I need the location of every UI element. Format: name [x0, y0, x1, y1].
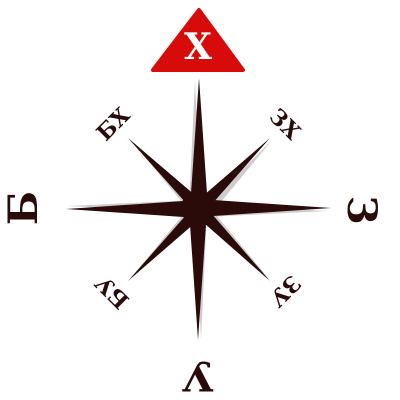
label-east: З — [338, 196, 385, 225]
north-marker-triangle — [151, 8, 245, 72]
point-southwest — [128, 206, 203, 281]
point-northwest — [128, 138, 203, 212]
label-northeast: ЗХ — [264, 104, 306, 146]
point-southeast — [196, 206, 270, 281]
label-north: Х — [184, 26, 212, 68]
point-east — [199, 199, 331, 217]
compass-cardinal-points — [66, 78, 331, 340]
label-south: У — [181, 352, 214, 399]
compass-intercardinal-points — [128, 138, 270, 281]
compass-center — [181, 191, 215, 225]
label-west: Б — [0, 191, 47, 225]
label-southwest: БУ — [90, 269, 134, 313]
label-northwest: БХ — [92, 102, 136, 146]
label-southeast: ЗУ — [263, 269, 305, 311]
point-west — [66, 200, 198, 218]
point-south — [189, 210, 207, 340]
north-marker: Х — [151, 8, 245, 72]
point-north — [190, 78, 208, 208]
point-northeast — [196, 138, 270, 212]
